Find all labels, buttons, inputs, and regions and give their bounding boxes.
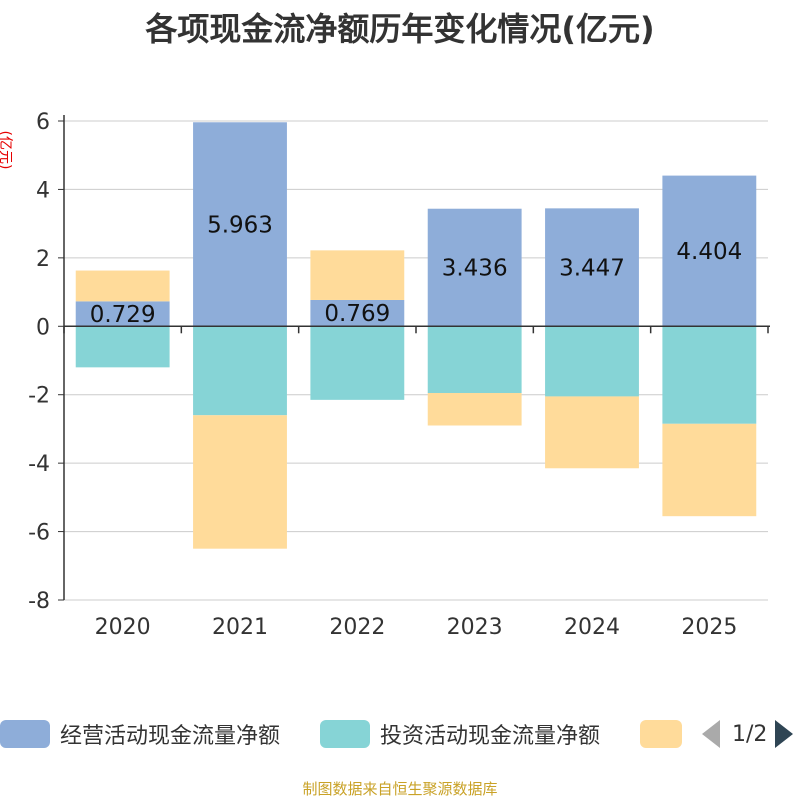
- y-tick-label: 2: [36, 247, 50, 272]
- legend-pager: 1/2: [700, 716, 800, 752]
- y-tick-label: -6: [28, 521, 50, 546]
- data-label: 4.404: [676, 239, 742, 265]
- data-label: 0.729: [90, 302, 156, 328]
- bar-2-2023: [427, 393, 522, 426]
- bar-1-2023: [427, 326, 522, 394]
- x-tick-label: 2020: [95, 615, 151, 640]
- legend-swatch-operating: [0, 720, 50, 748]
- y-tick-label: -2: [28, 384, 50, 409]
- legend-next-page-icon[interactable]: [775, 720, 794, 748]
- legend-label-investing: 投资活动现金流量净额: [380, 724, 601, 749]
- x-tick-label: 2023: [447, 615, 503, 640]
- legend-item-financing[interactable]: [640, 716, 682, 752]
- bar-2-2025: [662, 423, 757, 517]
- bar-2-2024: [545, 396, 639, 469]
- bar-2-2022: [310, 250, 405, 300]
- legend-prev-page-icon[interactable]: [702, 720, 720, 748]
- legend-page-indicator: 1/2: [732, 721, 768, 747]
- bar-1-2020: [75, 326, 170, 368]
- bar-0-2023: [427, 208, 522, 327]
- bar-0-2022: [310, 299, 405, 327]
- chart-title: 各项现金流净额历年变化情况(亿元): [145, 10, 655, 48]
- legend-item-investing[interactable]: 投资活动现金流量净额: [320, 716, 600, 752]
- y-tick-label: 6: [36, 110, 50, 135]
- x-tick-label: 2021: [212, 615, 268, 640]
- legend-swatch-financing: [640, 720, 682, 748]
- bar-2-2020: [75, 270, 170, 302]
- bar-1-2021: [193, 326, 287, 416]
- bar-1-2024: [545, 326, 639, 397]
- bar-0-2020: [75, 301, 170, 327]
- data-source-note: 制图数据来自恒生聚源数据库: [302, 780, 498, 798]
- legend-swatch-investing: [320, 720, 370, 748]
- data-label: 3.447: [559, 255, 625, 281]
- chart-plot: -8 -6 -4 -2 0 2 4 6 0.729 5.963 0.769 3.436 3.447 4.4…: [28, 110, 770, 640]
- bar-0-2021: [193, 122, 287, 327]
- x-tick-label: 2022: [329, 615, 385, 640]
- legend-item-operating[interactable]: 经营活动现金流量净额: [0, 716, 280, 752]
- bar-0-2024: [545, 208, 639, 327]
- y-tick-label: 0: [36, 315, 50, 340]
- bar-2-2021: [193, 415, 287, 549]
- data-label: 5.963: [207, 212, 273, 238]
- x-tick-label: 2024: [564, 615, 620, 640]
- bar-0-2025: [662, 175, 757, 327]
- y-tick-label: -8: [28, 589, 50, 614]
- legend-label-operating: 经营活动现金流量净额: [60, 724, 281, 749]
- legend: 经营活动现金流量净额 投资活动现金流量净额: [0, 716, 800, 752]
- y-tick-label: 4: [36, 178, 50, 203]
- x-tick-label: 2025: [681, 615, 737, 640]
- bar-1-2022: [310, 326, 405, 400]
- data-label: 0.769: [324, 301, 390, 327]
- y-tick-label: -4: [28, 452, 50, 477]
- bar-1-2025: [662, 326, 757, 424]
- data-label: 3.436: [442, 256, 508, 282]
